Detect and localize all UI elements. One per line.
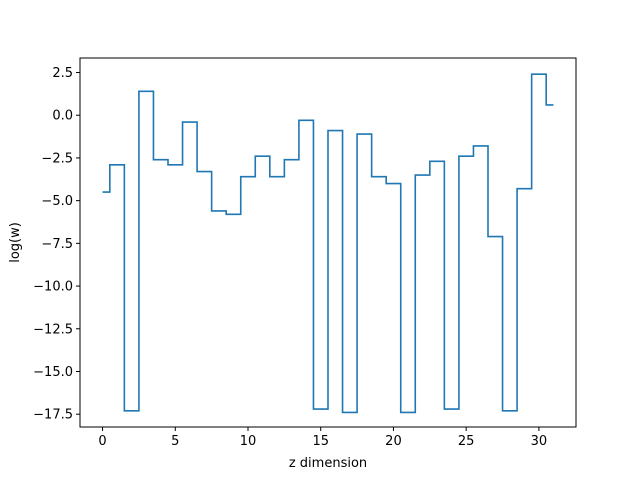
x-tick-label: 10 [240, 434, 257, 449]
x-tick-label: 15 [312, 434, 329, 449]
plot-area [102, 73, 554, 414]
y-axis: 2.5 0.0 −2.5 −5.0 −7.5 −10.0 −12.5 −15.0 −17.5 [33, 66, 80, 423]
series-line-0 [102, 73, 554, 414]
x-tick-label: 30 [531, 434, 548, 449]
y-axis-label: log(w) [8, 222, 23, 263]
y-tick-label: −17.5 [33, 408, 73, 423]
y-tick-label: −15.0 [33, 365, 73, 380]
x-tick-label: 25 [458, 434, 475, 449]
x-axis-label: z dimension [289, 456, 367, 471]
y-tick-label: −2.5 [41, 151, 73, 166]
y-tick-label: −12.5 [33, 322, 73, 337]
y-tick-label: 2.5 [52, 66, 73, 81]
x-tick-label: 20 [385, 434, 402, 449]
y-tick-label: −7.5 [41, 237, 73, 252]
y-tick-label: −10.0 [33, 280, 73, 295]
x-axis: 0 5 10 15 20 25 30 [98, 427, 547, 449]
x-tick-label: 5 [171, 434, 179, 449]
axes-frame [79, 57, 577, 428]
y-tick-label: −5.0 [41, 194, 73, 209]
y-tick-label: 0.0 [52, 109, 73, 124]
x-tick-label: 0 [98, 434, 106, 449]
